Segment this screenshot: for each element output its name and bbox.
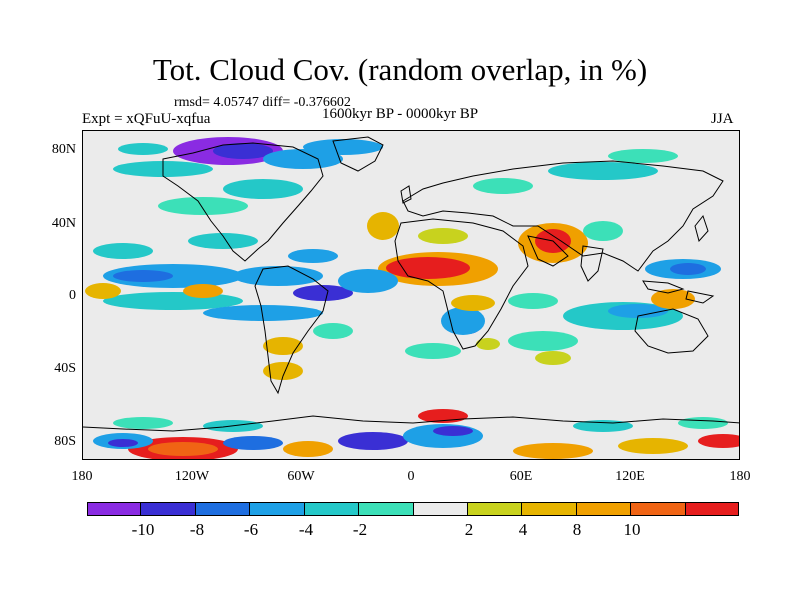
colorbar-label-8: 8 xyxy=(572,520,582,539)
colorbar-swatch xyxy=(87,502,141,516)
lat-label-80s: 80S xyxy=(54,434,76,449)
period-label: 1600kyr BP - 0000kyr BP xyxy=(322,106,479,122)
season-label: JJA xyxy=(711,111,734,127)
colorbar-swatch xyxy=(521,502,576,516)
colorbar-swatch xyxy=(303,502,359,516)
lon-label-180e: 180 xyxy=(729,469,751,484)
colorbar-label-m6: -6 xyxy=(243,520,259,539)
colorbar-label-2: 2 xyxy=(464,520,474,539)
colorbar-swatch xyxy=(412,502,467,516)
map-panel xyxy=(82,130,740,460)
experiment-label: Expt = xQFuU-xqfua xyxy=(82,111,211,127)
colorbar-swatch xyxy=(684,502,740,516)
lat-label-80n: 80N xyxy=(51,142,76,157)
colorbar-swatch xyxy=(140,502,195,516)
map-svg xyxy=(83,136,739,459)
anomaly-blobs xyxy=(85,137,739,459)
lon-label-180w: 180 xyxy=(71,469,93,484)
colorbar-swatch xyxy=(358,502,413,516)
colorbar-label-4: 4 xyxy=(518,520,528,539)
lat-label-40n: 40N xyxy=(51,216,76,231)
colorbar-swatch xyxy=(466,502,522,516)
colorbar-swatch xyxy=(575,502,631,516)
lat-label-0: 0 xyxy=(69,288,76,303)
stats-line: rmsd= 4.05747 diff= -0.376602 xyxy=(174,95,351,110)
plot-title: Tot. Cloud Cov. (random overlap, in %) xyxy=(152,52,648,87)
colorbar-label-m2: -2 xyxy=(352,520,368,539)
lon-label-60e: 60E xyxy=(509,469,533,484)
colorbar-label-m10: -10 xyxy=(131,520,155,539)
lon-label-60w: 60W xyxy=(287,469,315,484)
colorbar-swatch xyxy=(630,502,685,516)
colorbar-label-10: 10 xyxy=(623,520,641,539)
lat-label-40s: 40S xyxy=(54,361,76,376)
colorbar xyxy=(87,502,740,516)
coastlines xyxy=(83,136,739,432)
colorbar-label-m8: -8 xyxy=(189,520,205,539)
colorbar-swatch xyxy=(194,502,250,516)
colorbar-label-m4: -4 xyxy=(298,520,314,539)
lon-label-120e: 120E xyxy=(615,469,645,484)
lon-label-120w: 120W xyxy=(174,469,210,484)
colorbar-swatch xyxy=(249,502,304,516)
lon-label-0: 0 xyxy=(407,469,415,484)
